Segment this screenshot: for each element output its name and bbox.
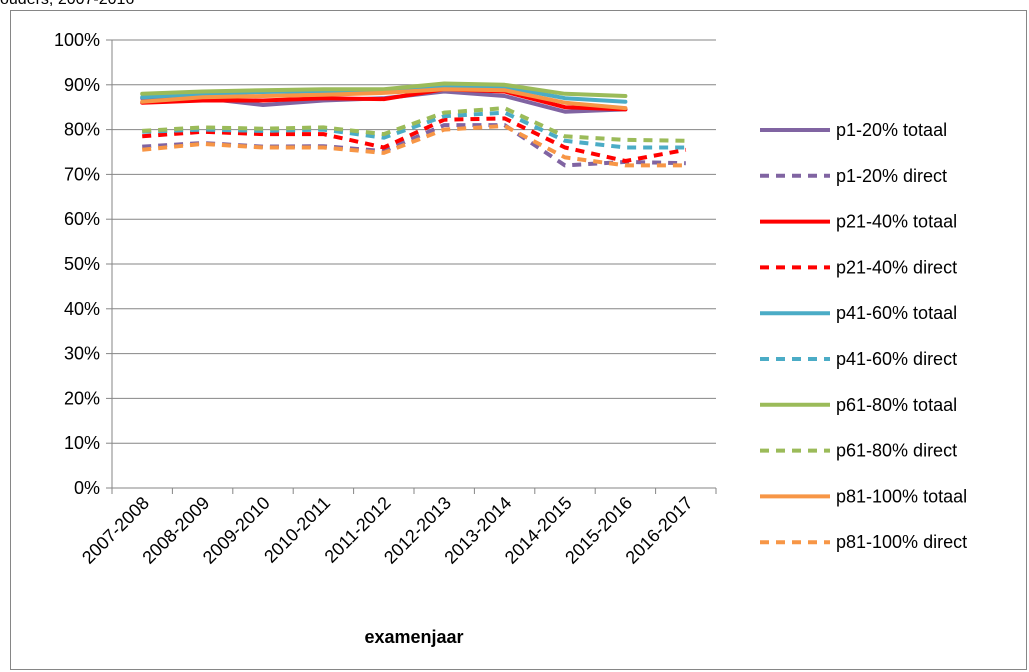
legend-label: p1-20% direct <box>836 166 947 186</box>
chart-frame <box>10 10 1027 670</box>
gridlines <box>106 39 716 489</box>
y-tick-label: 60% <box>64 209 100 229</box>
legend-label: p81-100% direct <box>836 532 967 552</box>
series-line <box>142 116 687 163</box>
series-line <box>140 87 628 112</box>
series-line <box>140 87 628 111</box>
x-tick-labels: 2007-20082008-20092009-20102010-20112011… <box>78 493 697 568</box>
legend-label: p41-60% totaal <box>836 303 957 323</box>
axes <box>111 40 717 494</box>
y-tick-label: 90% <box>64 75 100 95</box>
series-line <box>142 106 686 143</box>
series-line <box>140 81 628 98</box>
legend-label: p61-80% totaal <box>836 395 957 415</box>
chart-title-fragment: ouders, 2007-2016 <box>0 0 134 9</box>
y-tick-label: 50% <box>64 254 100 274</box>
legend-label: p21-40% direct <box>836 257 957 277</box>
y-tick-label: 30% <box>64 344 100 364</box>
series-line <box>142 110 686 150</box>
legend: p1-20% totaal p1-20% direct p21-40% totaal… <box>760 120 967 552</box>
y-tick-label: 70% <box>64 164 100 184</box>
y-tick-label: 40% <box>64 299 100 319</box>
legend-label: p21-40% totaal <box>836 212 957 232</box>
legend-label: p1-20% totaal <box>836 120 947 140</box>
y-tick-label: 100% <box>54 30 100 50</box>
legend-label: p81-100% totaal <box>836 486 967 506</box>
series-line <box>142 123 686 168</box>
series-line <box>142 124 686 168</box>
legend-label: p41-60% direct <box>836 349 957 369</box>
y-tick-labels: 0% 10% 20% 30% 40% 50% 60% 70% 80% 90% 100% <box>54 30 100 498</box>
x-axis-title: examenjaar <box>364 627 463 647</box>
y-tick-label: 10% <box>64 433 100 453</box>
series-lines <box>140 81 687 168</box>
legend-label: p61-80% direct <box>836 441 957 461</box>
y-tick-label: 0% <box>74 478 100 498</box>
y-tick-label: 80% <box>64 120 100 140</box>
y-tick-label: 20% <box>64 388 100 408</box>
